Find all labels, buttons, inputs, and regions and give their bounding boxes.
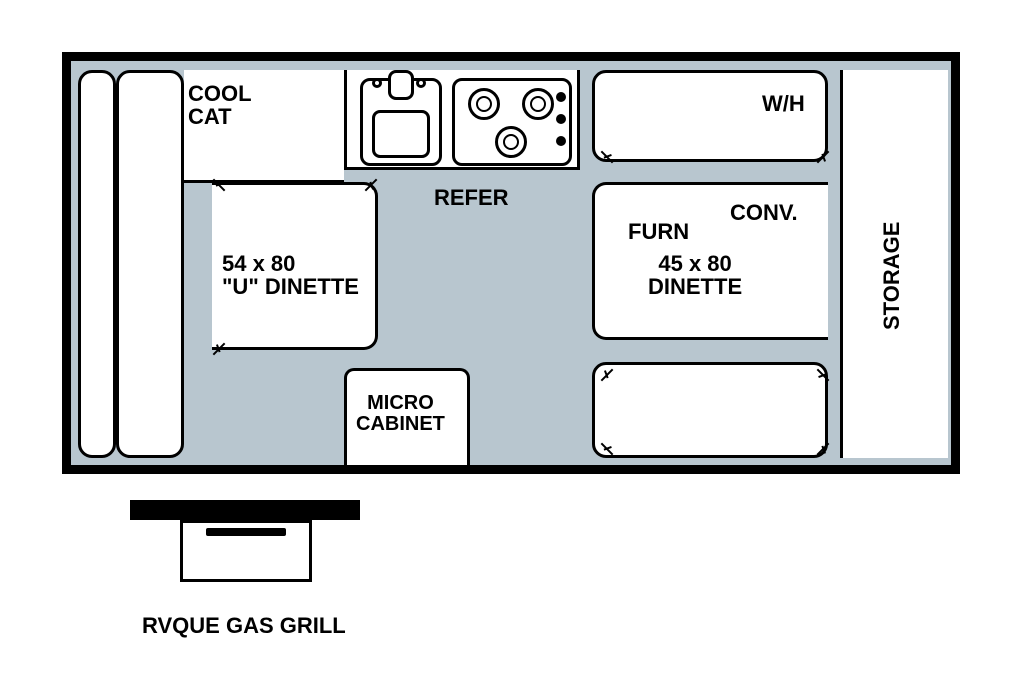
floorplan-canvas: COOL CAT REFER W/H CONV. FURN 54 x 80 "U… xyxy=(0,0,1024,683)
label-storage: STORAGE xyxy=(880,222,903,330)
label-conv: CONV. xyxy=(730,201,798,224)
label-r-dinette: 45 x 80 DINETTE xyxy=(648,252,742,298)
grill-handle xyxy=(206,528,286,536)
label-grill: RVQUE GAS GRILL xyxy=(142,614,346,637)
label-cool-cat: COOL CAT xyxy=(188,82,252,128)
label-micro: MICRO CABINET xyxy=(356,393,445,435)
label-u-dinette: 54 x 80 "U" DINETTE xyxy=(222,252,359,298)
label-wh: W/H xyxy=(762,92,805,115)
label-furn: FURN xyxy=(628,220,689,243)
grill-top xyxy=(130,500,360,520)
label-refer: REFER xyxy=(434,186,509,209)
